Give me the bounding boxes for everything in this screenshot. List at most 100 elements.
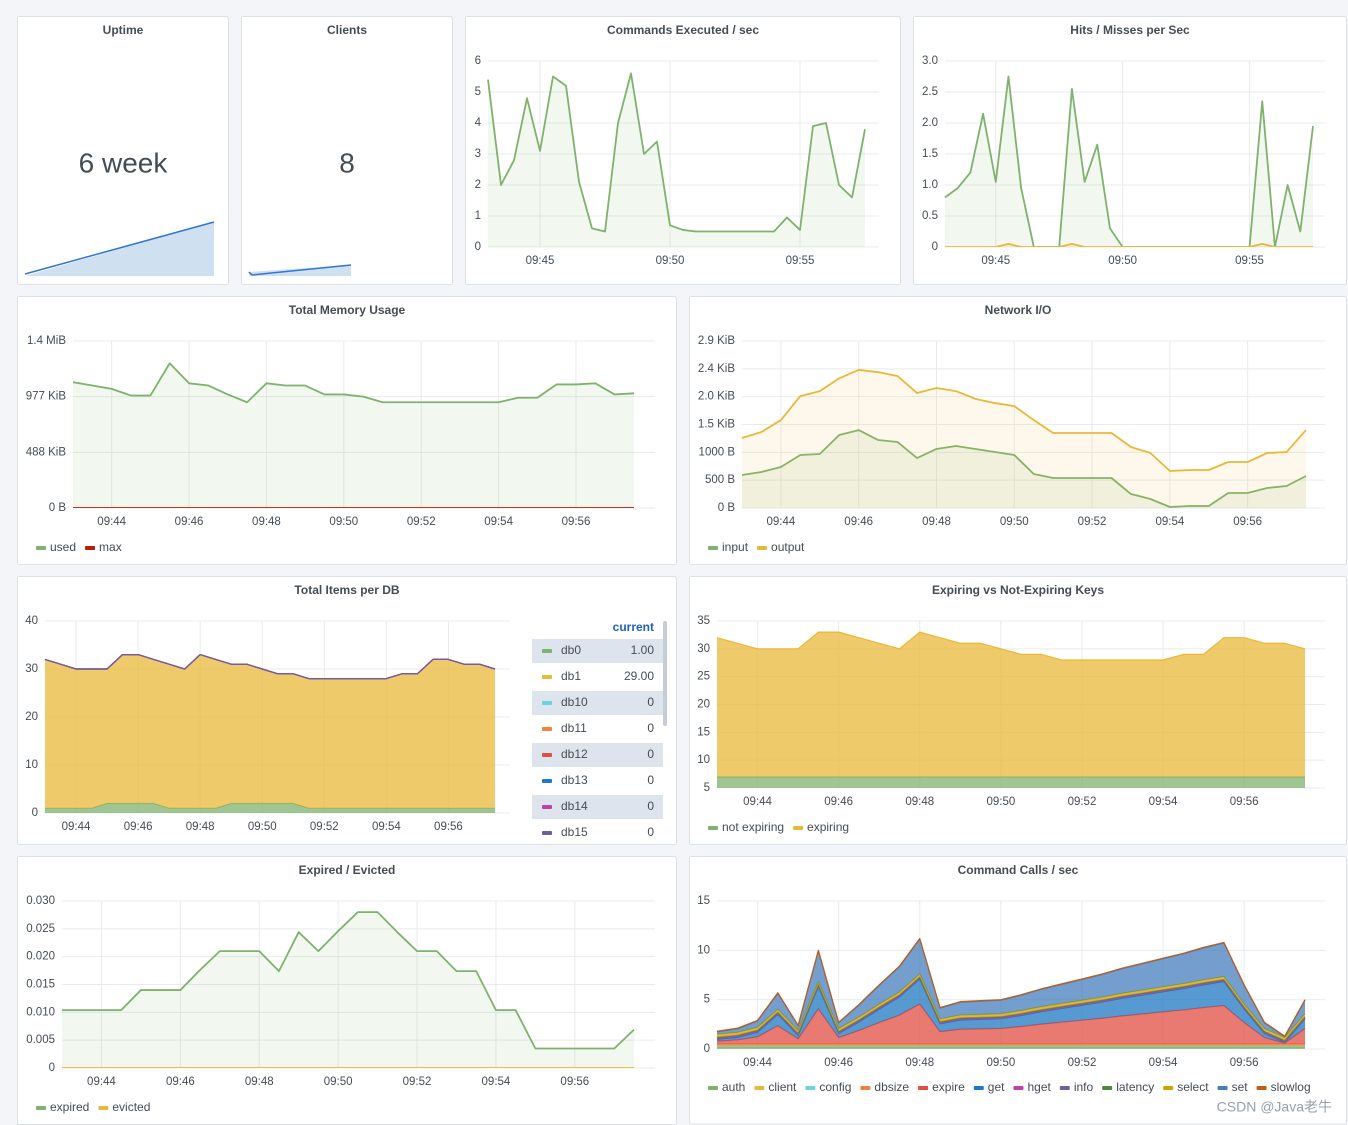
legend-label: db10: [561, 695, 588, 709]
series-line: [741, 429, 1307, 508]
y-tick-label: 6: [475, 55, 481, 67]
x-tick-label: 09:54: [484, 516, 513, 528]
legend-scrollbar: [663, 621, 667, 726]
series-area: [717, 632, 1305, 777]
x-tick-label: 09:46: [166, 1076, 195, 1088]
y-tick-label: 20: [697, 699, 710, 711]
legend-label: hget: [1027, 1080, 1051, 1094]
y-tick-label: 977 KiB: [26, 391, 67, 403]
x-tick-label: 09:50: [986, 1057, 1015, 1069]
panel: [17, 16, 229, 285]
legend-label: used: [50, 540, 76, 554]
legend-swatch: [542, 753, 552, 757]
y-tick-label: 40: [25, 615, 38, 627]
panel: [913, 16, 1347, 285]
panel: [465, 16, 901, 285]
legend-label: input: [722, 540, 749, 554]
uptime-sparkline: [24, 221, 215, 275]
legend-swatch: [36, 546, 46, 550]
x-tick-label: 09:56: [434, 821, 463, 833]
y-tick-label: 4: [475, 117, 482, 129]
legend-value: 0: [647, 695, 654, 709]
panel-title: Total Items per DB: [294, 583, 399, 597]
legend-label: expiring: [807, 820, 849, 834]
y-tick-label: 0.020: [26, 951, 55, 963]
legend-row: [532, 639, 663, 663]
legend-label: dbsize: [874, 1080, 909, 1094]
x-tick-label: 09:54: [1155, 516, 1184, 528]
legend-swatch: [542, 701, 552, 705]
legend-label: client: [768, 1080, 797, 1094]
x-tick-label: 09:46: [844, 516, 873, 528]
legend-swatch: [754, 1086, 765, 1090]
y-tick-label: 1.4 MiB: [27, 335, 66, 347]
series-area: [45, 803, 495, 813]
series-area: [742, 430, 1306, 508]
y-tick-label: 5: [475, 86, 481, 98]
legend-swatch: [36, 1106, 46, 1110]
x-tick-label: 09:44: [87, 1076, 116, 1088]
series-area: [717, 978, 1305, 1044]
plot: [716, 937, 1306, 1049]
y-tick-label: 5: [704, 782, 710, 794]
panel-title: Total Memory Usage: [289, 303, 406, 317]
y-tick-label: 0: [704, 1043, 710, 1055]
y-tick-label: 0.030: [26, 895, 55, 907]
x-tick-label: 09:52: [310, 821, 339, 833]
clients-sparkline: [248, 264, 352, 276]
series-line: [62, 911, 635, 1050]
x-tick-label: 09:46: [824, 796, 853, 808]
x-tick-label: 09:50: [248, 821, 277, 833]
legend-value: 1.00: [631, 643, 655, 657]
legend-header: current: [613, 620, 654, 634]
watermark: CSDN @Java老牛: [1217, 1099, 1332, 1115]
legend-swatch: [973, 1086, 984, 1090]
legend-value: 0: [647, 747, 654, 761]
series-area: [62, 912, 634, 1068]
y-tick-label: 10: [697, 944, 710, 956]
y-tick-label: 1.5 KiB: [698, 419, 735, 431]
series-area: [73, 363, 634, 508]
series-area: [45, 654, 495, 809]
x-tick-label: 09:48: [905, 796, 934, 808]
legend-swatch: [1256, 1086, 1267, 1090]
x-tick-label: 09:46: [124, 821, 153, 833]
x-tick-label: 09:56: [1230, 1057, 1259, 1069]
series-area: [488, 73, 865, 247]
x-tick-label: 09:46: [175, 516, 204, 528]
legend-label: output: [771, 540, 805, 554]
y-tick-label: 0.025: [26, 923, 55, 935]
x-tick-label: 09:52: [1068, 1057, 1097, 1069]
y-tick-label: 2.9 KiB: [698, 335, 735, 347]
series-area: [945, 76, 1313, 247]
y-tick-label: 1.0: [922, 179, 938, 191]
series-area: [717, 776, 1305, 788]
legend-row: [532, 743, 663, 767]
legend-swatch: [98, 1106, 109, 1110]
x-tick-label: 09:55: [786, 255, 815, 267]
legend-label: auth: [722, 1080, 745, 1094]
y-tick-label: 2.4 KiB: [698, 363, 735, 375]
legend-swatch: [85, 546, 96, 550]
y-tick-label: 5: [704, 994, 710, 1006]
y-tick-label: 1: [475, 210, 481, 222]
panel: [689, 856, 1347, 1125]
x-tick-label: 09:50: [656, 255, 685, 267]
plot: [716, 631, 1306, 788]
plot: [944, 75, 1314, 247]
legend-swatch: [542, 675, 552, 679]
y-tick-label: 1.5: [922, 148, 938, 160]
y-tick-label: 0.5: [922, 210, 938, 222]
y-tick-label: 3: [475, 148, 481, 160]
series-area: [717, 1004, 1305, 1045]
legend-swatch: [542, 831, 552, 835]
series-line: [716, 937, 1306, 1037]
x-tick-label: 09:50: [324, 1076, 353, 1088]
legend-label: latency: [1116, 1080, 1154, 1094]
legend-swatch: [542, 727, 552, 731]
series-line: [487, 72, 866, 233]
plot: [487, 72, 866, 247]
legend-label: db11: [561, 721, 587, 735]
legend-label: db14: [561, 799, 588, 813]
legend-swatch: [805, 1086, 816, 1090]
